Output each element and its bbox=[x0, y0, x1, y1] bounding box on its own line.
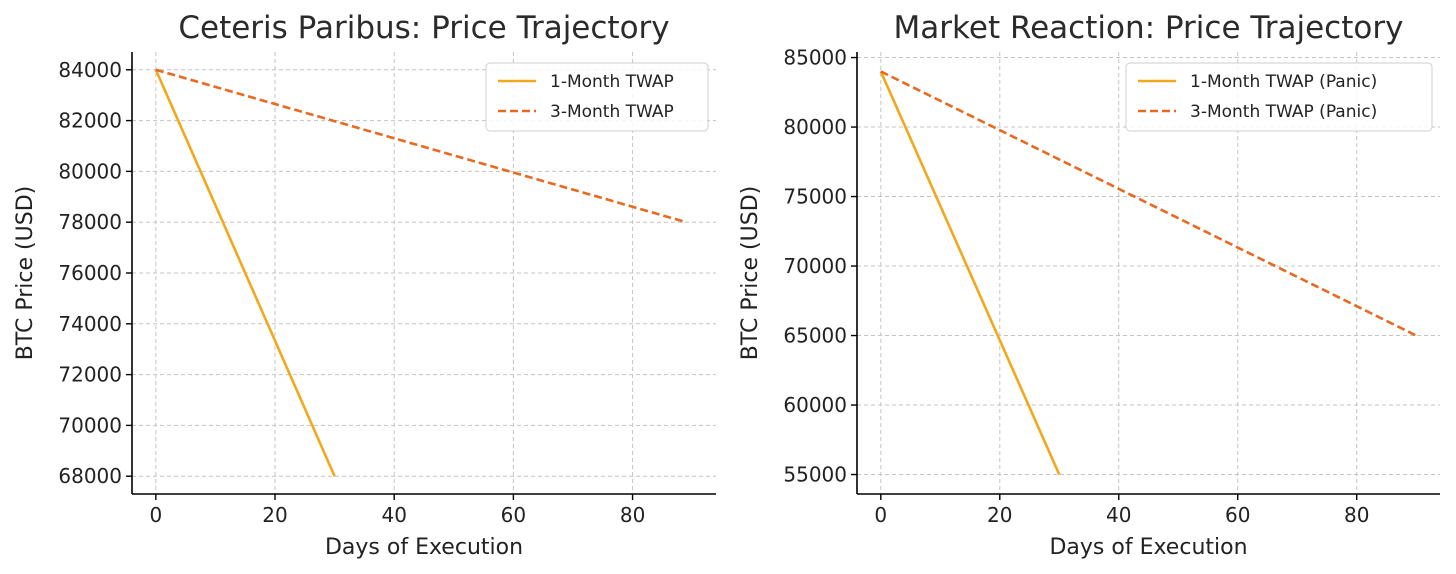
chart-svg: 0 20 40 60 80 68000 70000 72000 74000 76000 78000 8… bbox=[13, 10, 716, 560]
x-tick-label-1: 20 bbox=[262, 503, 287, 527]
y-tick-label-6: 85000 bbox=[783, 46, 847, 70]
x-tick-label-0: 0 bbox=[874, 503, 887, 527]
x-axis-label: Days of Execution bbox=[1049, 535, 1247, 560]
y-tick-label-7: 82000 bbox=[58, 109, 122, 133]
x-axis-label: Days of Execution bbox=[325, 535, 523, 560]
legend: 1-Month TWAP 3-Month TWAP bbox=[485, 62, 709, 132]
y-tick-label-5: 78000 bbox=[58, 210, 122, 234]
y-axis-label: BTC Price (USD) bbox=[13, 186, 38, 360]
legend-label-1: 3-Month TWAP (Panic) bbox=[1190, 102, 1377, 122]
y-tick-label-8: 84000 bbox=[58, 58, 122, 82]
y-tick-label-1: 60000 bbox=[783, 393, 847, 417]
y-tick-label-6: 80000 bbox=[58, 159, 122, 183]
y-tick-label-0: 68000 bbox=[58, 464, 122, 488]
chart-title: Market Reaction: Price Trajectory bbox=[894, 10, 1404, 46]
series-line-1 bbox=[155, 68, 687, 224]
x-tick-label-0: 0 bbox=[149, 503, 162, 527]
chart-svg: 0 20 40 60 80 55000 60000 65000 70000 75000 80000 8… bbox=[738, 10, 1440, 560]
x-tick-label-1: 20 bbox=[987, 503, 1012, 527]
legend-label-0: 1-Month TWAP (Panic) bbox=[1190, 72, 1377, 92]
legend-label-1: 3-Month TWAP bbox=[550, 102, 674, 122]
chart-title: Ceteris Paribus: Price Trajectory bbox=[178, 10, 669, 46]
series-line-1 bbox=[880, 70, 1417, 337]
legend-label-0: 1-Month TWAP bbox=[550, 72, 674, 92]
legend-box bbox=[1125, 62, 1433, 132]
legend: 1-Month TWAP (Panic) 3-Month TWAP (Panic) bbox=[1125, 62, 1433, 132]
y-tick-label-3: 70000 bbox=[783, 254, 847, 278]
y-tick-label-3: 74000 bbox=[58, 312, 122, 336]
y-axis-label: BTC Price (USD) bbox=[738, 186, 763, 360]
x-tick-label-2: 40 bbox=[381, 503, 406, 527]
x-tick-label-4: 80 bbox=[620, 503, 645, 527]
chart-ceteris-paribus: 0 20 40 60 80 68000 70000 72000 74000 76000 78000 8… bbox=[13, 10, 716, 560]
legend-box bbox=[485, 62, 709, 132]
series-line-0 bbox=[879, 70, 1061, 476]
y-tick-label-0: 55000 bbox=[783, 463, 847, 487]
x-tick-label-4: 80 bbox=[1344, 503, 1369, 527]
y-tick-label-4: 76000 bbox=[58, 261, 122, 285]
x-tick-label-2: 40 bbox=[1106, 503, 1131, 527]
chart-market-reaction: 0 20 40 60 80 55000 60000 65000 70000 75000 80000 8… bbox=[728, 0, 1456, 574]
x-tick-label-3: 60 bbox=[501, 503, 526, 527]
x-tick-label-3: 60 bbox=[1225, 503, 1250, 527]
y-tick-label-2: 65000 bbox=[783, 324, 847, 348]
y-tick-label-4: 75000 bbox=[783, 185, 847, 209]
series-line-0 bbox=[154, 69, 336, 477]
y-tick-label-5: 80000 bbox=[783, 115, 847, 139]
y-tick-label-1: 70000 bbox=[58, 413, 122, 437]
y-tick-label-2: 72000 bbox=[58, 363, 122, 387]
